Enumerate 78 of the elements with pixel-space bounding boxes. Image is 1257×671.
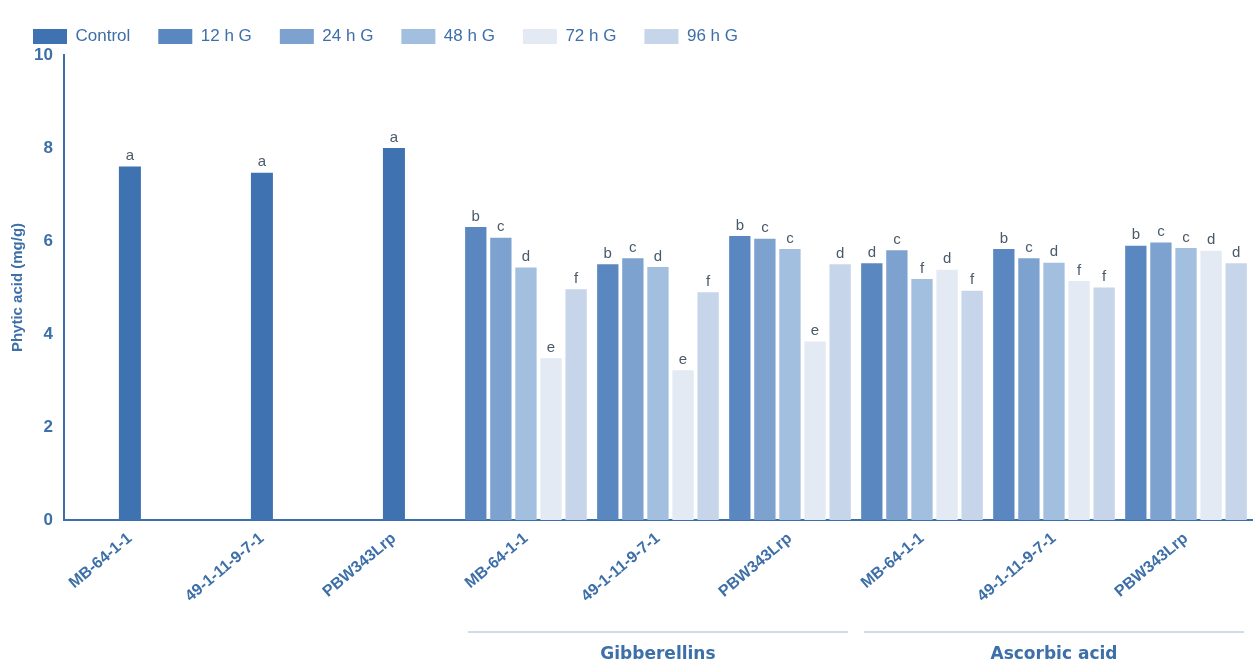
legend-label: 48 h G xyxy=(443,26,495,46)
data-label: f xyxy=(1076,260,1082,278)
bar xyxy=(861,263,883,520)
text: Ascorbic acid xyxy=(990,642,1118,663)
y-tick-label: 10 xyxy=(33,44,53,64)
bar xyxy=(465,227,487,520)
data-label: f xyxy=(574,268,580,286)
bar xyxy=(961,290,983,520)
data-label: c xyxy=(1157,222,1166,240)
y-tick-label: 0 xyxy=(43,509,53,529)
data-label: f xyxy=(970,270,976,288)
data-label: a xyxy=(125,146,135,164)
bar xyxy=(597,264,619,520)
data-label: c xyxy=(893,229,902,247)
data-label: b xyxy=(1131,225,1140,243)
bar xyxy=(697,292,719,520)
data-label: c xyxy=(1182,227,1191,245)
bar xyxy=(1068,280,1090,520)
data-label: b xyxy=(999,228,1008,246)
legend-label: 24 h G xyxy=(322,26,374,46)
data-label: d xyxy=(1231,242,1241,260)
bar xyxy=(829,264,851,520)
text: Gibberellins xyxy=(600,642,716,663)
data-label: d xyxy=(942,249,952,267)
data-label: d xyxy=(867,242,876,260)
bar xyxy=(1093,287,1115,520)
y-axis-title: Phytic acid (mg/g) xyxy=(8,222,26,353)
data-label: d xyxy=(835,243,845,261)
bar xyxy=(936,269,958,520)
data-label: e xyxy=(546,337,556,355)
y-tick-label: 8 xyxy=(43,137,53,157)
data-label: d xyxy=(653,246,663,264)
legend-label: 12 h G xyxy=(200,26,252,46)
bar xyxy=(754,238,776,520)
data-label: d xyxy=(1206,230,1216,248)
y-tick-label: 4 xyxy=(43,323,54,343)
data-label: d xyxy=(521,247,531,265)
legend-label: 96 h G xyxy=(686,26,738,46)
data-label: a xyxy=(389,127,399,145)
bar xyxy=(647,267,669,520)
bar xyxy=(540,358,562,520)
bar xyxy=(1150,242,1172,520)
bar xyxy=(1175,247,1197,520)
y-tick-label: 2 xyxy=(43,416,53,436)
bar xyxy=(729,235,751,520)
bar xyxy=(672,370,694,520)
bar xyxy=(1018,258,1040,520)
bar xyxy=(1225,263,1247,520)
bar xyxy=(622,258,644,520)
bar xyxy=(993,248,1015,520)
bar xyxy=(804,341,826,520)
data-label: c xyxy=(1025,237,1034,255)
bar xyxy=(886,250,908,520)
data-label: b xyxy=(735,215,744,233)
data-label: f xyxy=(1102,267,1108,285)
bar xyxy=(1200,250,1222,520)
data-label: c xyxy=(629,237,638,255)
bar xyxy=(515,267,537,520)
data-label: f xyxy=(919,258,925,276)
data-label: c xyxy=(761,218,770,236)
bar xyxy=(1043,262,1065,520)
y-tick-label: 6 xyxy=(43,230,53,250)
data-label: d xyxy=(1049,242,1059,260)
data-label: b xyxy=(603,243,612,261)
data-label: c xyxy=(497,217,506,235)
data-label: c xyxy=(786,228,795,246)
data-label: a xyxy=(257,152,267,170)
bar xyxy=(1125,245,1147,520)
legend-label: 72 h G xyxy=(565,26,617,46)
data-label: e xyxy=(678,349,688,367)
bar xyxy=(490,237,512,520)
legend-label: Control xyxy=(75,26,131,46)
bar xyxy=(911,279,933,520)
data-label: e xyxy=(810,321,820,339)
bar xyxy=(779,248,801,520)
bar xyxy=(565,289,587,520)
data-label: b xyxy=(471,206,480,224)
data-label: f xyxy=(706,271,712,289)
